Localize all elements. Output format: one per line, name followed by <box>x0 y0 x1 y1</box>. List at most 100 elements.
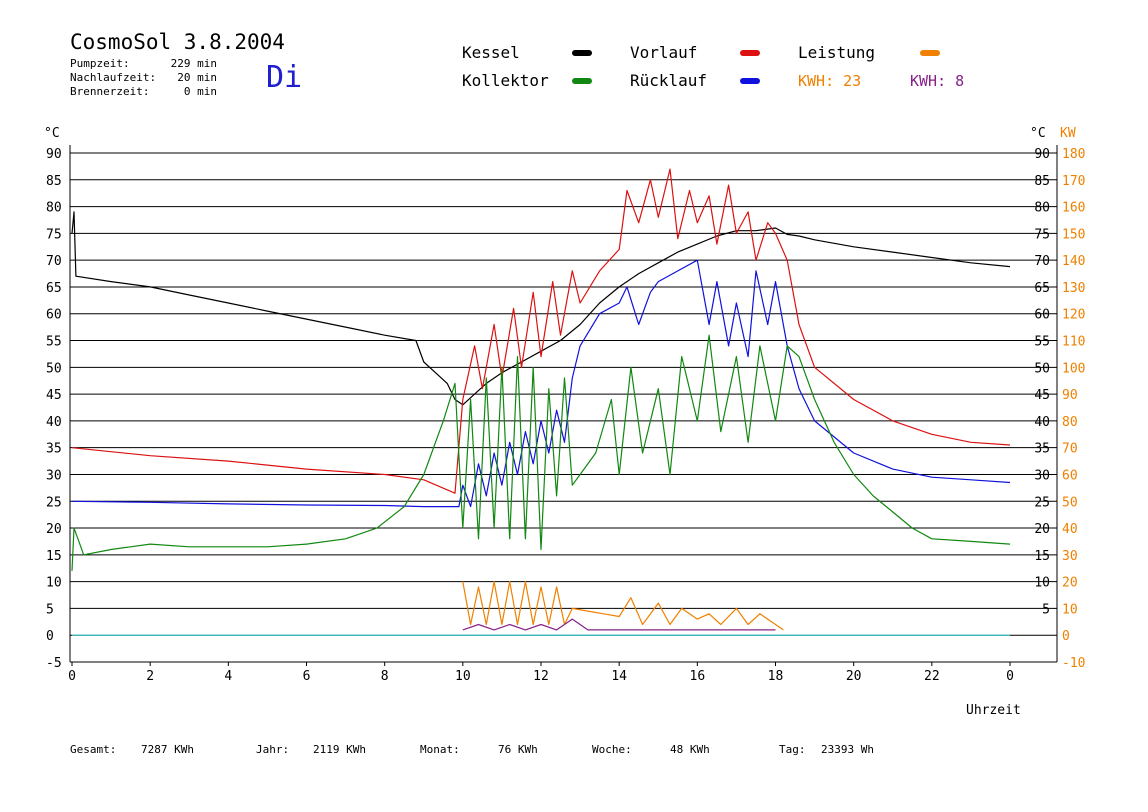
x-tick-7: 14 <box>611 669 627 684</box>
y-tick-right-kw-0: 0 <box>1062 629 1070 644</box>
y-tick-right-kw-120: 120 <box>1062 308 1085 323</box>
x-tick-9: 18 <box>768 669 784 684</box>
y-tick-right-kw-130: 130 <box>1062 281 1085 296</box>
legend-swatch-kessel <box>572 50 592 56</box>
y-tick-right-temp-30: 30 <box>1034 468 1050 483</box>
stat-label-brennerzeit: Brennerzeit: <box>70 85 150 98</box>
y-tick-left-20: 20 <box>46 522 62 537</box>
y-tick-right-kw-170: 170 <box>1062 174 1085 189</box>
y-tick-right-kw-60: 60 <box>1062 468 1078 483</box>
stat-value-nachlaufzeit: 20 min <box>177 71 217 84</box>
legend-swatch-vorlauf <box>740 50 760 56</box>
y-tick-right-temp-10: 10 <box>1034 576 1050 591</box>
y-tick-right-temp-45: 45 <box>1034 388 1050 403</box>
y-tick-right-temp-50: 50 <box>1034 361 1050 376</box>
y-tick-left-70: 70 <box>46 254 62 269</box>
x-tick-6: 12 <box>533 669 549 684</box>
footer-gesamt-label: Gesamt: <box>70 743 117 756</box>
y-tick-right-kw-100: 100 <box>1062 361 1085 376</box>
y-tick-right-temp-85: 85 <box>1034 174 1050 189</box>
legend-label-kollektor: Kollektor <box>462 71 549 90</box>
x-tick-11: 22 <box>924 669 940 684</box>
y-tick-right-kw-50: 50 <box>1062 495 1078 510</box>
stat-label-pumpzeit: Pumpzeit: <box>70 57 130 70</box>
footer-woche-value: 48 KWh <box>670 743 710 756</box>
chart-title: CosmoSol 3.8.2004 <box>70 30 285 54</box>
y-tick-right-kw-140: 140 <box>1062 254 1085 269</box>
x-tick-4: 8 <box>381 669 389 684</box>
y-tick-left-0: 0 <box>46 629 54 644</box>
y-tick-left-35: 35 <box>46 442 62 457</box>
x-tick-0: 0 <box>68 669 76 684</box>
footer-monat-value: 76 KWh <box>498 743 538 756</box>
stat-value-brennerzeit: 0 min <box>183 85 217 98</box>
series-line-4 <box>462 580 784 631</box>
footer-woche-label: Woche: <box>592 743 632 756</box>
y-tick-left-10: 10 <box>46 576 62 591</box>
y-tick-left-55: 55 <box>46 335 62 350</box>
y-tick-right-temp-75: 75 <box>1034 227 1050 242</box>
y-tick-right-kw-160: 160 <box>1062 201 1085 216</box>
y-tick-right-temp-60: 60 <box>1034 308 1050 323</box>
x-tick-12: 0 <box>1006 669 1014 684</box>
y-tick-right-temp-90: 90 <box>1034 147 1050 162</box>
legend-swatch-ruecklauf <box>740 78 760 84</box>
footer-monat-label: Monat: <box>420 743 460 756</box>
y-tick-right-kw-20: 20 <box>1062 576 1078 591</box>
right-axis-power-unit: KW <box>1060 126 1076 141</box>
y-tick-right-temp-70: 70 <box>1034 254 1050 269</box>
y-tick-right-kw-90: 90 <box>1062 388 1078 403</box>
y-tick-left-30: 30 <box>46 468 62 483</box>
legend-label-ruecklauf: Rücklauf <box>630 71 708 90</box>
y-tick-right-temp-25: 25 <box>1034 495 1050 510</box>
y-tick-right-kw-80: 80 <box>1062 415 1078 430</box>
series-line-5 <box>462 618 776 631</box>
y-tick-left-65: 65 <box>46 281 62 296</box>
y-tick-right-temp-40: 40 <box>1034 415 1050 430</box>
y-tick-left-85: 85 <box>46 174 62 189</box>
footer-tag-label: Tag: <box>779 743 806 756</box>
y-tick-right-temp-80: 80 <box>1034 201 1050 216</box>
y-tick-right-kw-110: 110 <box>1062 335 1085 350</box>
legend-swatch-kollektor <box>572 78 592 84</box>
footer-jahr-label: Jahr: <box>256 743 290 756</box>
series-line-0 <box>71 211 1011 406</box>
y-tick-right-kw-30: 30 <box>1062 549 1078 564</box>
y-tick-right-temp-65: 65 <box>1034 281 1050 296</box>
y-tick-right-kw-180: 180 <box>1062 147 1085 162</box>
kwh-total-leistung: KWH: 23 <box>798 72 862 90</box>
x-tick-5: 10 <box>455 669 471 684</box>
y-tick-right-temp-20: 20 <box>1034 522 1050 537</box>
y-tick-left-75: 75 <box>46 227 62 242</box>
legend-label-kessel: Kessel <box>462 43 520 62</box>
x-tick-3: 6 <box>303 669 311 684</box>
series-line-3 <box>71 334 1011 571</box>
x-tick-10: 20 <box>846 669 862 684</box>
footer-jahr-value: 2119 KWh <box>313 743 366 756</box>
y-tick-left-90: 90 <box>46 147 62 162</box>
y-tick-right-temp-15: 15 <box>1034 549 1050 564</box>
series-line-2 <box>71 259 1011 508</box>
legend-label-vorlauf: Vorlauf <box>630 43 698 62</box>
left-axis-unit: °C <box>44 126 60 141</box>
y-tick-left-45: 45 <box>46 388 62 403</box>
y-tick-right-kw-10: 10 <box>1062 602 1078 617</box>
x-tick-8: 16 <box>690 669 706 684</box>
y-tick-left-15: 15 <box>46 549 62 564</box>
legend-label-leistung: Leistung <box>798 43 876 62</box>
series-line-1 <box>71 168 1011 494</box>
y-tick-right-kw--10: -10 <box>1062 656 1085 671</box>
right-axis-temp-unit: °C <box>1030 126 1046 141</box>
x-tick-2: 4 <box>224 669 232 684</box>
y-tick-left-50: 50 <box>46 361 62 376</box>
stat-value-pumpzeit: 229 min <box>170 57 217 70</box>
kwh-total-secondary: KWH: 8 <box>910 72 965 90</box>
y-tick-left-80: 80 <box>46 201 62 216</box>
footer-gesamt-value: 7287 KWh <box>141 743 194 756</box>
weekday-label: Di <box>266 60 303 95</box>
legend-swatch-leistung <box>920 50 940 56</box>
y-tick-left--5: -5 <box>46 656 62 671</box>
y-tick-right-kw-40: 40 <box>1062 522 1078 537</box>
y-tick-left-60: 60 <box>46 308 62 323</box>
y-tick-right-temp-55: 55 <box>1034 335 1050 350</box>
